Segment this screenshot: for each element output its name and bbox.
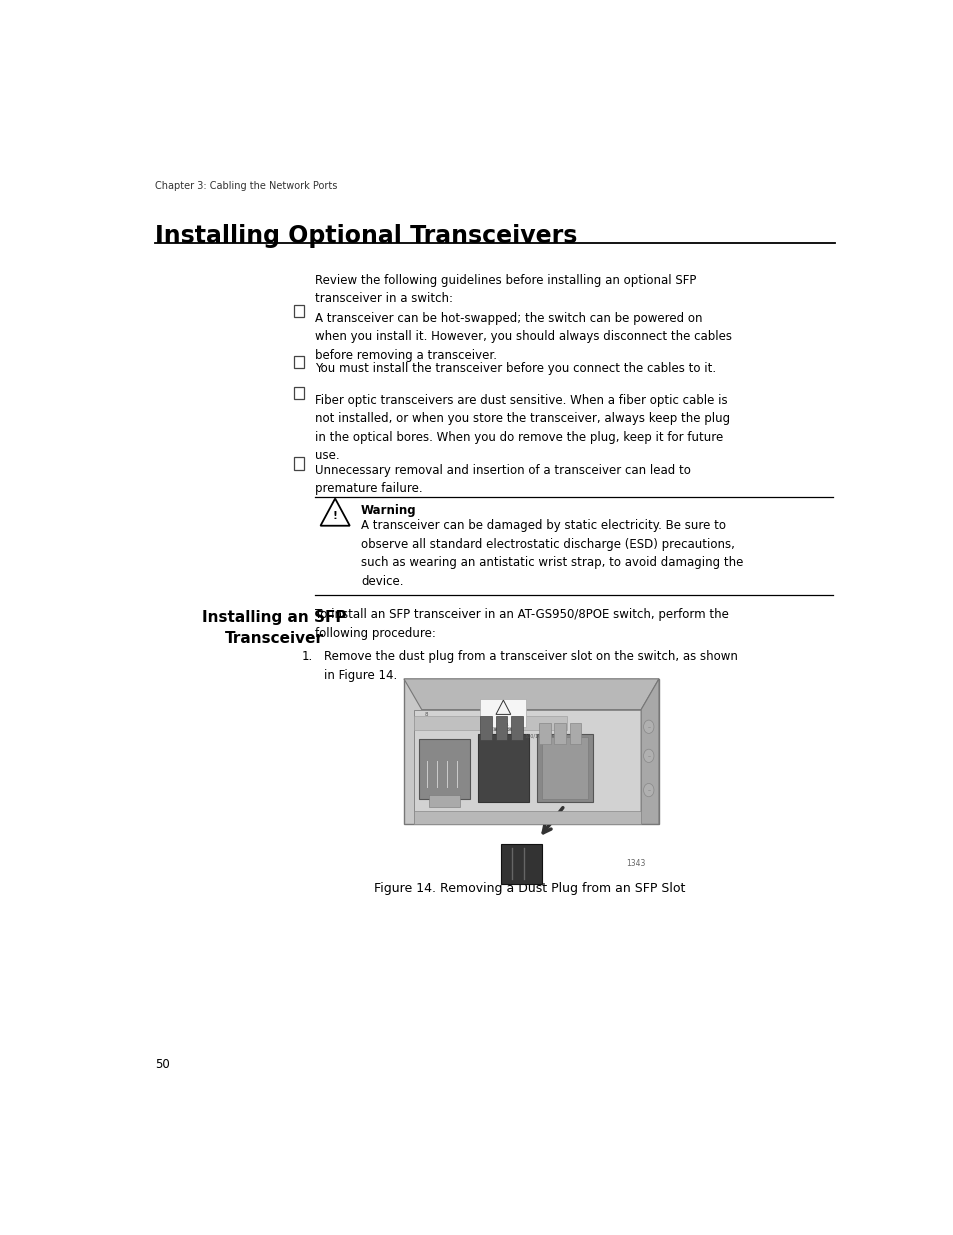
- Text: Figure 14. Removing a Dust Plug from an SFP Slot: Figure 14. Removing a Dust Plug from an …: [374, 882, 684, 895]
- Text: Fiber optic transceivers are dust sensitive. When a fiber optic cable is
not ins: Fiber optic transceivers are dust sensit…: [314, 394, 730, 462]
- Bar: [294, 387, 304, 399]
- Text: Remove the dust plug from a transceiver slot on the switch, as shown
in Figure 1: Remove the dust plug from a transceiver …: [324, 651, 738, 682]
- Text: LASER
RADIATION: LASER RADIATION: [494, 724, 513, 732]
- Circle shape: [643, 720, 653, 734]
- Bar: [536, 734, 592, 802]
- Bar: [480, 716, 492, 741]
- Text: 1.: 1.: [301, 651, 313, 663]
- Polygon shape: [403, 679, 659, 710]
- Text: 1343: 1343: [625, 858, 644, 867]
- Bar: [500, 844, 541, 884]
- Bar: [414, 716, 566, 730]
- Bar: [414, 810, 640, 824]
- Bar: [569, 724, 580, 743]
- Bar: [418, 739, 470, 799]
- Text: 50: 50: [154, 1057, 170, 1071]
- Polygon shape: [496, 700, 510, 714]
- Text: Installing an SFP: Installing an SFP: [202, 610, 346, 625]
- Text: Unnecessary removal and insertion of a transceiver can lead to
premature failure: Unnecessary removal and insertion of a t…: [314, 464, 690, 495]
- Bar: [477, 734, 528, 802]
- Bar: [414, 710, 640, 824]
- Text: Installing Optional Transceivers: Installing Optional Transceivers: [154, 225, 577, 248]
- Text: Review the following guidelines before installing an optional SFP
transceiver in: Review the following guidelines before i…: [314, 274, 696, 305]
- Bar: [541, 737, 587, 799]
- Text: !: !: [333, 511, 337, 521]
- Polygon shape: [640, 679, 659, 824]
- Bar: [554, 724, 565, 743]
- Bar: [511, 716, 522, 741]
- Text: To install an SFP transceiver in an AT-GS950/8POE switch, perform the
following : To install an SFP transceiver in an AT-G…: [314, 609, 728, 640]
- Text: Warning: Warning: [360, 504, 416, 517]
- Bar: [294, 457, 304, 469]
- Bar: [480, 699, 526, 726]
- Text: You must install the transceiver before you connect the cables to it.: You must install the transceiver before …: [314, 362, 716, 375]
- Text: 100/1000Base-X: 100/1000Base-X: [523, 734, 564, 739]
- Circle shape: [643, 783, 653, 797]
- Bar: [294, 305, 304, 317]
- Bar: [538, 724, 550, 743]
- Bar: [429, 795, 459, 808]
- Bar: [294, 356, 304, 368]
- Text: A transceiver can be hot-swapped; the switch can be powered on
when you install : A transceiver can be hot-swapped; the sw…: [314, 311, 731, 362]
- Bar: [403, 679, 659, 824]
- Text: A transceiver can be damaged by static electricity. Be sure to
observe all stand: A transceiver can be damaged by static e…: [360, 519, 742, 588]
- Text: 8: 8: [425, 713, 428, 718]
- Circle shape: [643, 750, 653, 762]
- Text: Transceiver: Transceiver: [225, 631, 324, 646]
- Polygon shape: [320, 499, 350, 526]
- Text: Chapter 3: Cabling the Network Ports: Chapter 3: Cabling the Network Ports: [154, 180, 336, 190]
- Bar: [496, 716, 507, 741]
